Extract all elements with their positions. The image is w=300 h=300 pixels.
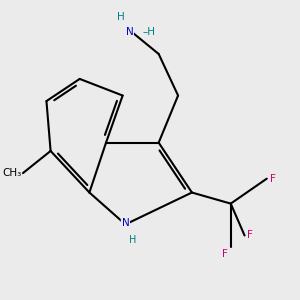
Text: N: N bbox=[126, 27, 134, 37]
Text: N: N bbox=[122, 218, 129, 228]
Text: F: F bbox=[247, 230, 253, 241]
Text: H: H bbox=[117, 12, 125, 22]
Text: F: F bbox=[222, 249, 228, 259]
Text: CH₃: CH₃ bbox=[2, 168, 22, 178]
Text: H: H bbox=[129, 236, 136, 245]
Text: –H: –H bbox=[142, 27, 155, 37]
Text: F: F bbox=[269, 174, 275, 184]
